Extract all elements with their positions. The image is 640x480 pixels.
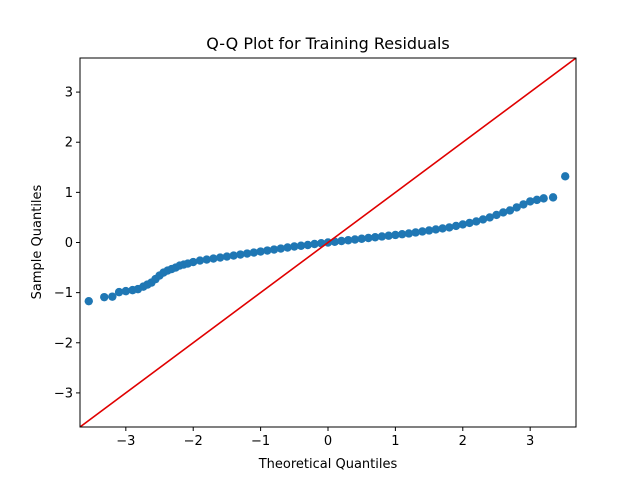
data-point-24 [222,252,232,261]
data-point-46 [370,233,380,242]
data-point-61 [472,217,481,226]
data-point-71 [539,194,548,203]
data-point-0 [84,296,93,306]
data-point-1 [100,292,109,302]
data-point-55 [431,225,441,234]
data-point-54 [424,226,434,235]
y-tick-label: 0 [65,236,73,251]
points-layer [84,172,570,306]
data-point-23 [215,253,225,262]
x-axis: −3 −2 −1 0 1 2 3 [116,427,534,449]
y-tick-label: 2 [65,136,73,151]
data-point-65 [499,208,508,217]
y-tick-label: −1 [54,286,73,301]
y-tick-label: −2 [54,336,73,351]
data-point-36 [303,240,312,250]
x-tick-label: −3 [116,434,135,449]
data-point-32 [276,244,286,253]
data-point-64 [492,210,501,220]
x-axis-title: Theoretical Quantiles [258,457,398,472]
data-point-70 [532,195,542,205]
y-axis: −3 −2 −1 0 1 2 3 [54,86,80,401]
x-tick-label: 1 [391,434,399,449]
data-point-29 [256,247,265,256]
data-point-62 [478,215,488,224]
data-point-67 [512,203,521,212]
data-point-56 [438,224,447,233]
data-point-26 [236,250,245,259]
data-point-20 [195,256,205,265]
x-tick-label: −2 [184,434,203,449]
x-tick-label: 0 [324,434,332,449]
data-point-34 [290,242,299,251]
y-tick-label: 1 [65,186,73,201]
reference-line [80,58,576,427]
data-point-37 [310,239,319,249]
data-point-21 [202,255,211,264]
data-point-44 [357,234,366,243]
data-point-27 [242,249,252,258]
data-point-45 [364,233,373,243]
data-point-68 [519,200,528,209]
data-point-22 [209,254,218,263]
data-point-50 [397,230,407,239]
data-point-30 [263,246,272,255]
data-point-31 [269,245,279,254]
data-point-48 [384,231,393,240]
data-point-41 [337,236,346,246]
data-point-59 [458,220,467,229]
data-point-72 [548,193,558,202]
y-tick-label: 3 [65,86,73,101]
data-point-69 [525,197,535,206]
data-point-4 [121,286,131,296]
data-point-42 [344,236,353,245]
data-point-51 [404,229,414,238]
data-point-28 [249,248,259,257]
data-point-63 [485,213,494,222]
data-point-60 [465,218,474,228]
data-point-19 [189,257,198,267]
data-point-25 [229,251,238,260]
data-point-47 [377,232,387,241]
data-point-49 [391,230,400,240]
data-point-53 [418,227,427,236]
x-tick-label: −1 [251,434,270,449]
data-point-66 [505,206,515,215]
data-point-73 [561,172,570,181]
y-tick-label: −3 [54,386,73,401]
data-point-52 [411,228,420,237]
data-point-3 [114,287,124,297]
data-point-2 [108,292,117,301]
chart-title: Q-Q Plot for Training Residuals [206,34,450,53]
y-axis-title: Sample Quantiles [30,184,45,299]
data-point-35 [296,241,306,250]
x-tick-label: 3 [526,434,534,449]
data-point-43 [350,235,360,244]
data-point-33 [283,243,292,252]
data-point-58 [451,221,461,231]
data-point-57 [445,223,454,232]
x-tick-label: 2 [459,434,467,449]
